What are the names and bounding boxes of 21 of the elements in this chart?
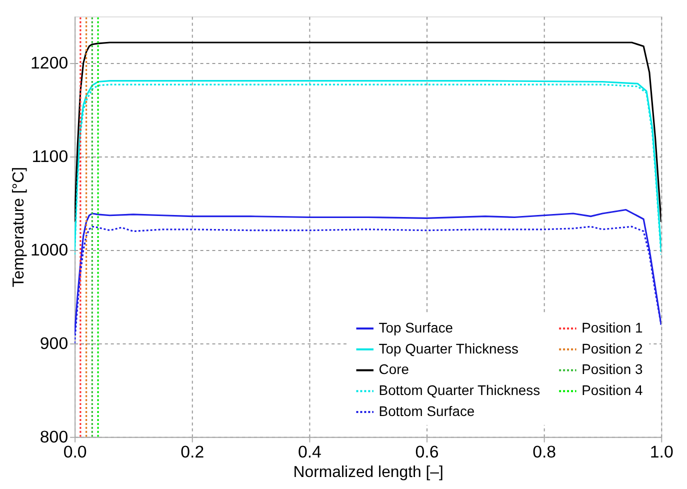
legend-label: Bottom Quarter Thickness xyxy=(378,382,540,398)
legend-label: Top Surface xyxy=(378,319,454,336)
x-axis-title: Normalized length [–] xyxy=(293,464,444,482)
x-tick-label: 0.6 xyxy=(415,442,439,462)
y-tick-label: 1100 xyxy=(32,146,68,166)
legend-label: Position 1 xyxy=(582,319,643,336)
y-tick-label: 1000 xyxy=(30,240,68,260)
legend-label: Core xyxy=(378,361,410,378)
legend-label: Position 4 xyxy=(582,382,643,398)
y-tick-label: 900 xyxy=(40,334,68,353)
x-tick-label: 1.0 xyxy=(650,442,674,462)
y-tick-label: 1200 xyxy=(30,54,68,73)
y-axis-title: Temperature [°C] xyxy=(10,166,28,288)
line-series xyxy=(74,42,662,223)
legend-label: Position 2 xyxy=(582,340,643,356)
legend-label: Bottom Surface xyxy=(378,402,475,419)
x-tick-label: 0.4 xyxy=(298,442,322,462)
x-tick-label: 0.8 xyxy=(532,442,556,462)
legend-label: Top Quarter Thickness xyxy=(378,340,518,356)
legend-label: Position 3 xyxy=(582,361,643,378)
x-tick-label: 0.2 xyxy=(180,442,204,462)
